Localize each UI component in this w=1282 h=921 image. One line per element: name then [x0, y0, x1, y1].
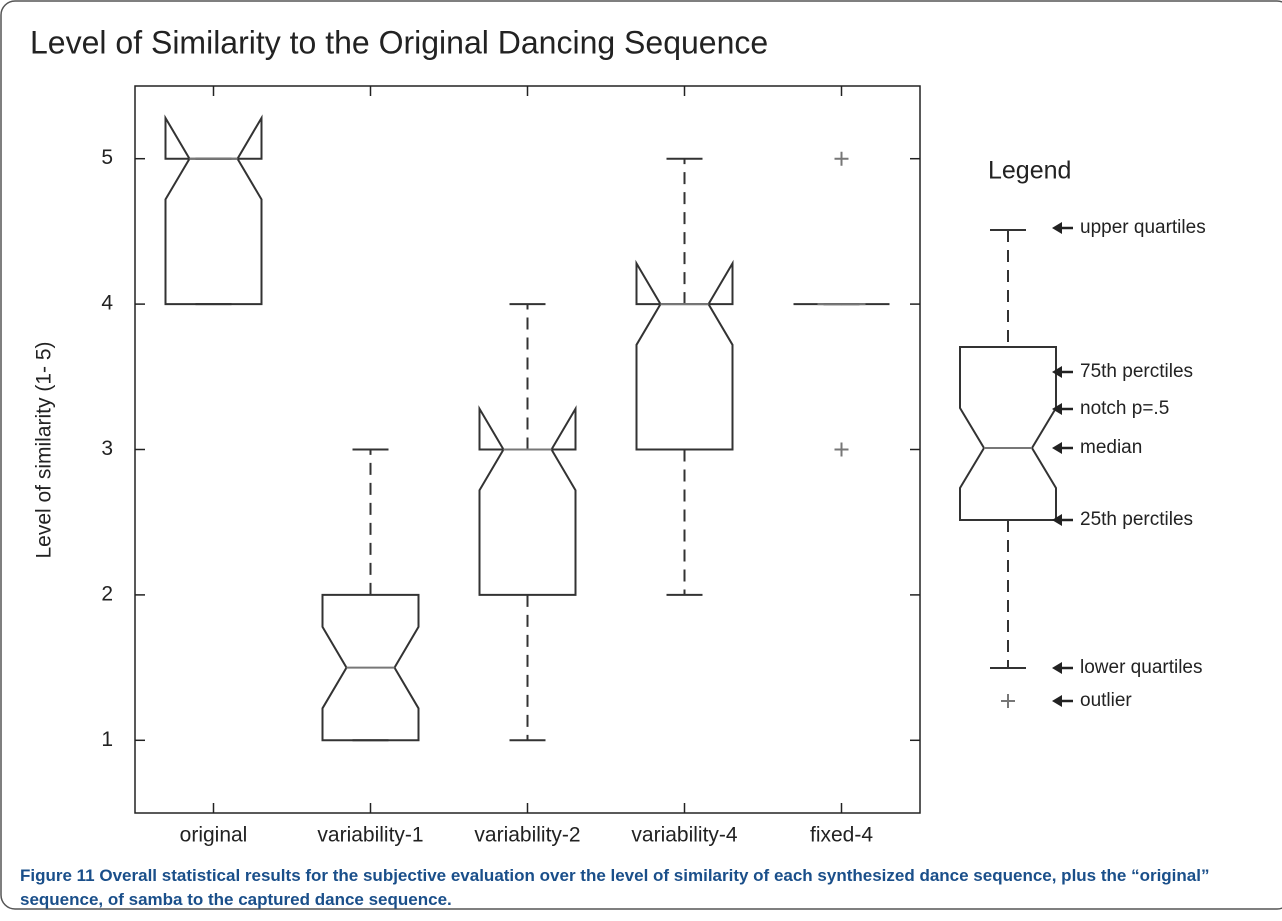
- legend-title: Legend: [988, 157, 1071, 185]
- y-tick-label: 4: [101, 292, 113, 315]
- legend-label: lower quartiles: [1080, 657, 1203, 678]
- chart-title: Level of Similarity to the Original Danc…: [30, 24, 768, 60]
- legend-sample: [959, 229, 1057, 708]
- legend-label: 25th perctiles: [1080, 509, 1193, 530]
- legend-arrowhead: [1052, 514, 1062, 526]
- caption-text: Overall statistical results for the subj…: [20, 866, 1210, 909]
- box: [635, 259, 734, 451]
- legend-arrowhead: [1052, 442, 1062, 454]
- x-tick-label: fixed-4: [810, 824, 873, 847]
- caption: Figure 11 Overall statistical results fo…: [20, 864, 1265, 912]
- legend-arrowhead: [1052, 403, 1062, 415]
- y-tick-label: 3: [101, 437, 113, 460]
- legend-arrowhead: [1052, 695, 1062, 707]
- x-tick-label: original: [180, 824, 248, 847]
- y-tick-label: 5: [101, 146, 113, 169]
- legend-arrowhead: [1052, 222, 1062, 234]
- y-axis-label: Level of similarity (1- 5): [33, 341, 56, 558]
- box: [478, 405, 577, 596]
- legend-label: notch p=.5: [1080, 398, 1169, 419]
- y-tick-label: 2: [101, 582, 113, 605]
- x-tick-label: variability-2: [474, 824, 580, 847]
- legend-label: upper quartiles: [1080, 217, 1206, 238]
- legend-arrowhead: [1052, 366, 1062, 378]
- legend-label: median: [1080, 437, 1142, 458]
- legend-label: outlier: [1080, 690, 1132, 711]
- outlier: [834, 151, 849, 166]
- x-tick-label: variability-1: [317, 824, 423, 847]
- box: [164, 114, 263, 306]
- caption-label: Figure 11: [20, 866, 95, 885]
- outlier: [834, 442, 849, 457]
- box: [321, 593, 420, 742]
- x-tick-label: variability-4: [631, 824, 738, 847]
- y-tick-label: 1: [101, 728, 113, 751]
- legend-arrowhead: [1052, 662, 1062, 674]
- legend-label: 75th perctiles: [1080, 361, 1193, 382]
